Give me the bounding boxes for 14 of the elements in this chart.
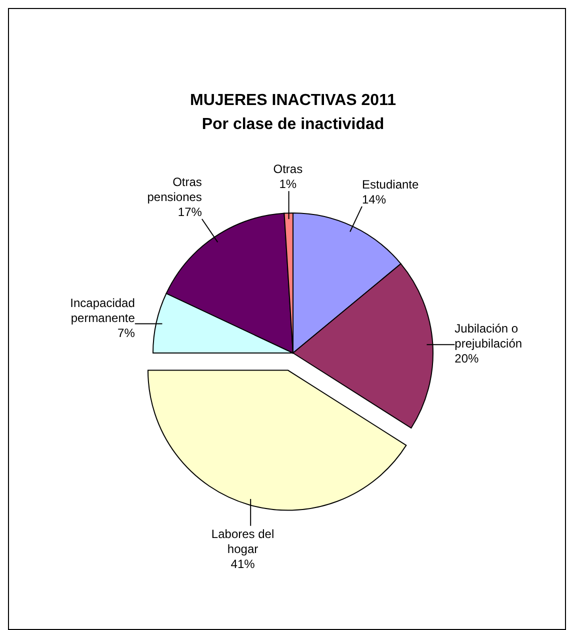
slice-label: Otras [273, 162, 303, 176]
chart-subtitle: Por clase de inactividad [202, 116, 384, 133]
slice-label: Jubilación o prejubilación [454, 321, 522, 350]
chart-title: MUJERES INACTIVAS 2011 [190, 92, 396, 109]
data-label: 20% [454, 351, 480, 366]
data-label: 41% [230, 556, 256, 571]
slice-label: Estudiante [362, 177, 420, 192]
slice-label: Otras pensiones [147, 175, 202, 204]
slice-label: Incapacidad permanente [70, 296, 136, 326]
slice-label: Labores del hogar [211, 526, 274, 556]
data-label: 1% [279, 177, 297, 192]
data-label: 14% [362, 192, 386, 206]
data-label: 7% [118, 326, 136, 340]
data-label: 17% [178, 205, 202, 220]
